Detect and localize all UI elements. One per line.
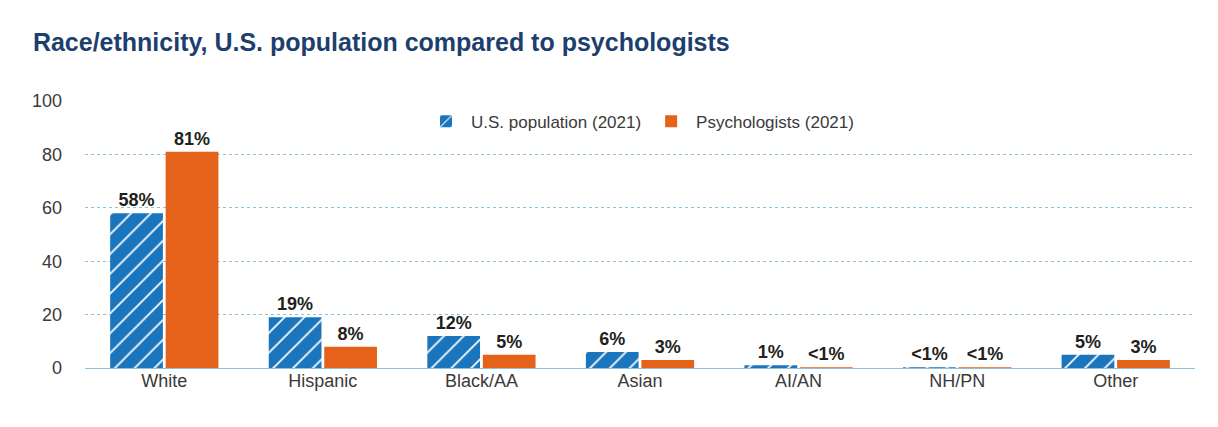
svg-text:58%: 58% [119,190,155,210]
svg-text:U.S. population (2021): U.S. population (2021) [471,113,641,132]
svg-text:<1%: <1% [808,344,845,364]
svg-text:Race/ethnicity, U.S. populatio: Race/ethnicity, U.S. population compared… [33,28,730,56]
svg-text:Black/AA: Black/AA [445,371,518,391]
svg-text:NH/PN: NH/PN [929,371,985,391]
svg-text:8%: 8% [338,324,364,344]
svg-text:<1%: <1% [911,344,948,364]
svg-text:19%: 19% [277,294,313,314]
svg-text:81%: 81% [174,129,210,149]
svg-text:Other: Other [1093,371,1138,391]
svg-text:0: 0 [52,358,62,378]
svg-text:3%: 3% [1130,337,1156,357]
svg-text:Psychologists (2021): Psychologists (2021) [696,113,854,132]
svg-text:40: 40 [42,252,62,272]
svg-text:White: White [141,371,187,391]
svg-text:100: 100 [32,91,62,111]
svg-text:AI/AN: AI/AN [775,371,822,391]
svg-text:<1%: <1% [967,344,1004,364]
svg-text:12%: 12% [436,313,472,333]
svg-text:5%: 5% [1075,332,1101,352]
svg-text:80: 80 [42,145,62,165]
svg-text:1%: 1% [758,342,784,362]
svg-text:3%: 3% [655,337,681,357]
svg-text:5%: 5% [496,332,522,352]
svg-text:60: 60 [42,198,62,218]
svg-text:6%: 6% [599,329,625,349]
svg-text:Hispanic: Hispanic [288,371,357,391]
svg-text:Asian: Asian [617,371,662,391]
svg-text:20: 20 [42,305,62,325]
